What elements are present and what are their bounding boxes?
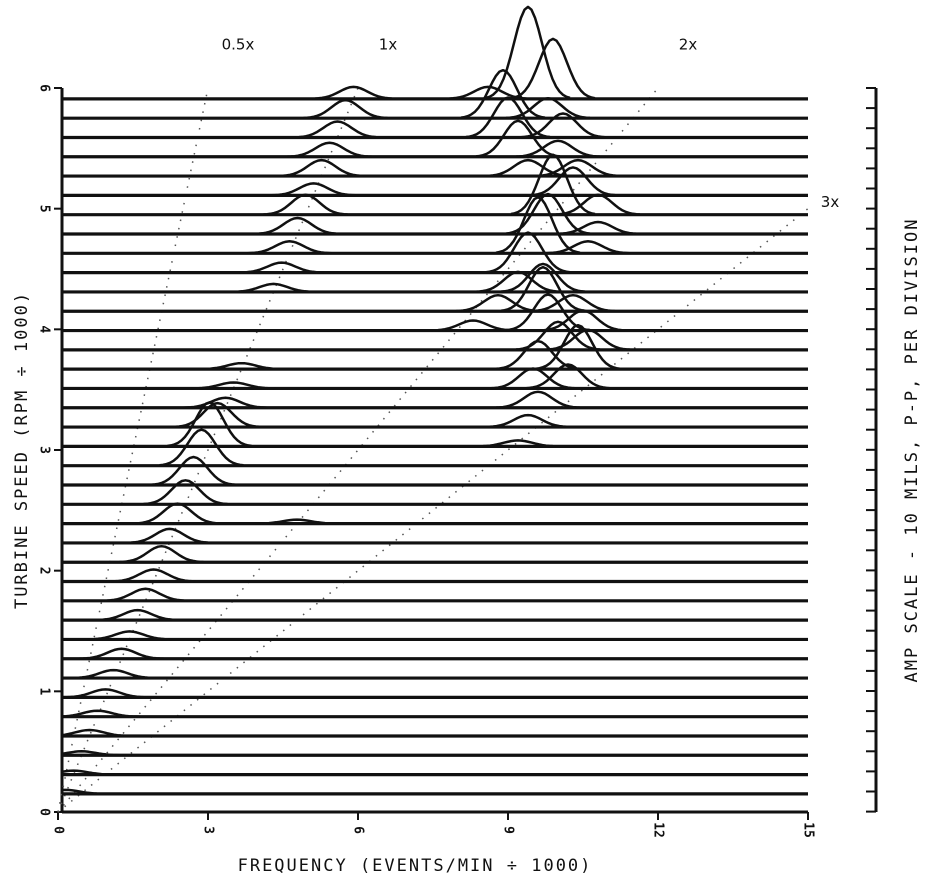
x-tick-label: 15: [801, 822, 816, 838]
trace-peak: [151, 455, 236, 486]
x-tick-label: 12: [651, 822, 666, 838]
order-label: 3x: [821, 193, 840, 211]
trace-peak: [87, 630, 172, 641]
trace-peak: [530, 166, 616, 197]
trace-peak: [271, 182, 356, 197]
order-line: [57, 208, 809, 813]
trace-peak: [520, 112, 606, 139]
trace-peak: [495, 339, 581, 371]
trace-peak: [263, 193, 348, 216]
y-tick-label: 2: [37, 567, 52, 575]
trace-peak: [455, 293, 541, 313]
trace-peak: [63, 688, 148, 699]
x-tick-label: 9: [501, 826, 516, 834]
trace-peak: [287, 141, 372, 158]
order-label: 1x: [379, 36, 398, 54]
trace-peak: [111, 568, 196, 583]
trace-peak: [460, 68, 546, 119]
trace-peak: [231, 282, 316, 294]
order-label: 2x: [679, 36, 698, 54]
trace-peak: [535, 323, 621, 370]
trace-peak: [311, 85, 396, 100]
x-tick-label: 6: [351, 826, 366, 834]
trace-peak: [143, 479, 228, 506]
x-axis-label: FREQUENCY (EVENTS/MIN ÷ 1000): [238, 856, 593, 876]
trace-peak: [239, 261, 324, 274]
x-tick-label: 3: [201, 826, 216, 834]
trace-peak: [183, 396, 268, 409]
trace-peak: [71, 668, 156, 680]
trace-peak: [60, 750, 124, 757]
trace-peak: [79, 647, 164, 660]
trace-peak: [545, 240, 631, 255]
trace-peak: [490, 367, 576, 390]
order-label: 0.5x: [222, 36, 255, 54]
trace-peak: [60, 728, 132, 738]
trace-peak: [60, 788, 108, 796]
trace-peak: [247, 240, 332, 255]
trace-peak: [60, 709, 140, 718]
trace-peak: [279, 158, 364, 178]
trace-peak: [430, 319, 516, 332]
trace-peak: [515, 320, 601, 351]
trace-peak: [555, 193, 641, 216]
trace-peak: [295, 120, 380, 139]
y-axis-label: TURBINE SPEED (RPM ÷ 1000): [12, 291, 32, 609]
y-tick-label: 0: [37, 808, 52, 816]
trace-peak: [495, 196, 581, 254]
trace-peak: [95, 608, 180, 622]
y-tick-label: 4: [37, 325, 52, 333]
y-tick-label: 6: [37, 84, 52, 92]
trace-peak: [505, 293, 591, 332]
trace-peak: [60, 769, 116, 776]
trace-peak: [191, 381, 276, 390]
trace-peak: [255, 216, 340, 236]
trace-peak: [119, 544, 204, 564]
trace-peak: [175, 401, 260, 429]
trace-peak: [199, 361, 284, 371]
y-tick-label: 5: [37, 205, 52, 213]
trace-peak: [485, 5, 571, 100]
trace-peak: [475, 439, 561, 448]
trace-peak: [500, 262, 586, 293]
trace-peak: [159, 428, 244, 467]
trace-peak: [254, 518, 340, 525]
trace-peak: [530, 293, 616, 313]
amp-scale-label: AMP SCALE - 10 MILS, P-P, PER DIVISION: [902, 218, 922, 683]
trace-peak: [495, 390, 581, 409]
trace-peak: [303, 98, 388, 120]
trace-peak: [525, 363, 611, 390]
trace-peak: [127, 527, 212, 545]
order-line: [57, 87, 359, 813]
trace-peak: [485, 158, 571, 178]
y-tick-label: 1: [37, 687, 52, 695]
trace-peak: [135, 502, 220, 525]
trace-peak: [485, 413, 571, 429]
trace-peak: [103, 587, 188, 602]
trace-peak: [510, 37, 596, 100]
trace-peak: [475, 119, 561, 158]
x-tick-label: 0: [51, 826, 66, 834]
y-tick-label: 3: [37, 446, 52, 454]
trace-peak: [515, 139, 601, 158]
trace-peak: [475, 270, 561, 293]
trace-peak: [535, 158, 621, 178]
trace-peak: [500, 265, 586, 312]
trace-peak: [555, 220, 641, 236]
